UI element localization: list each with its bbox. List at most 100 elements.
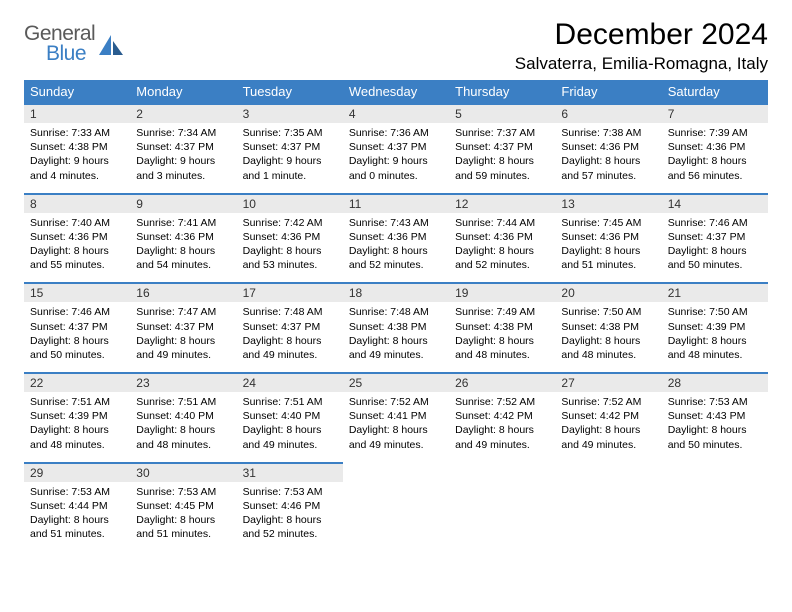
day-number: 23 bbox=[130, 372, 236, 392]
day-details: Sunrise: 7:42 AMSunset: 4:36 PMDaylight:… bbox=[237, 213, 343, 275]
calendar-day-cell: 25Sunrise: 7:52 AMSunset: 4:41 PMDayligh… bbox=[343, 372, 449, 454]
sunrise-line: Sunrise: 7:50 AM bbox=[668, 305, 762, 319]
day-details: Sunrise: 7:48 AMSunset: 4:37 PMDaylight:… bbox=[237, 302, 343, 364]
sunrise-line: Sunrise: 7:48 AM bbox=[349, 305, 443, 319]
sunset-line: Sunset: 4:37 PM bbox=[243, 320, 337, 334]
calendar-week-row: 15Sunrise: 7:46 AMSunset: 4:37 PMDayligh… bbox=[24, 282, 768, 364]
calendar-day-cell: .. bbox=[343, 462, 449, 544]
day-details: Sunrise: 7:49 AMSunset: 4:38 PMDaylight:… bbox=[449, 302, 555, 364]
day-details: Sunrise: 7:38 AMSunset: 4:36 PMDaylight:… bbox=[555, 123, 661, 185]
day-details: Sunrise: 7:52 AMSunset: 4:41 PMDaylight:… bbox=[343, 392, 449, 454]
daylight-line: Daylight: 8 hours and 51 minutes. bbox=[136, 513, 230, 541]
daylight-line: Daylight: 8 hours and 51 minutes. bbox=[561, 244, 655, 272]
calendar-day-cell: 2Sunrise: 7:34 AMSunset: 4:37 PMDaylight… bbox=[130, 103, 236, 185]
calendar-day-cell: 30Sunrise: 7:53 AMSunset: 4:45 PMDayligh… bbox=[130, 462, 236, 544]
calendar-day-cell: 1Sunrise: 7:33 AMSunset: 4:38 PMDaylight… bbox=[24, 103, 130, 185]
calendar-day-cell: 21Sunrise: 7:50 AMSunset: 4:39 PMDayligh… bbox=[662, 282, 768, 364]
day-number: 2 bbox=[130, 103, 236, 123]
weekday-header: Friday bbox=[555, 80, 661, 103]
day-number: 18 bbox=[343, 282, 449, 302]
sunrise-line: Sunrise: 7:52 AM bbox=[561, 395, 655, 409]
sunrise-line: Sunrise: 7:42 AM bbox=[243, 216, 337, 230]
sunrise-line: Sunrise: 7:53 AM bbox=[668, 395, 762, 409]
sunset-line: Sunset: 4:38 PM bbox=[349, 320, 443, 334]
calendar-day-cell: 8Sunrise: 7:40 AMSunset: 4:36 PMDaylight… bbox=[24, 193, 130, 275]
sunrise-line: Sunrise: 7:53 AM bbox=[30, 485, 124, 499]
sunrise-line: Sunrise: 7:52 AM bbox=[455, 395, 549, 409]
daylight-line: Daylight: 8 hours and 52 minutes. bbox=[455, 244, 549, 272]
sunrise-line: Sunrise: 7:53 AM bbox=[243, 485, 337, 499]
sunset-line: Sunset: 4:38 PM bbox=[455, 320, 549, 334]
weekday-header: Wednesday bbox=[343, 80, 449, 103]
sunset-line: Sunset: 4:37 PM bbox=[136, 320, 230, 334]
calendar-day-cell: 31Sunrise: 7:53 AMSunset: 4:46 PMDayligh… bbox=[237, 462, 343, 544]
weekday-header: Sunday bbox=[24, 80, 130, 103]
daylight-line: Daylight: 8 hours and 48 minutes. bbox=[668, 334, 762, 362]
daylight-line: Daylight: 8 hours and 51 minutes. bbox=[30, 513, 124, 541]
logo-word-1: General bbox=[24, 24, 95, 44]
calendar-day-cell: .. bbox=[555, 462, 661, 544]
sunrise-line: Sunrise: 7:49 AM bbox=[455, 305, 549, 319]
sunrise-line: Sunrise: 7:38 AM bbox=[561, 126, 655, 140]
sunset-line: Sunset: 4:46 PM bbox=[243, 499, 337, 513]
day-number: 11 bbox=[343, 193, 449, 213]
daylight-line: Daylight: 8 hours and 56 minutes. bbox=[668, 154, 762, 182]
logo-text: General Blue bbox=[24, 24, 95, 64]
calendar-day-cell: 17Sunrise: 7:48 AMSunset: 4:37 PMDayligh… bbox=[237, 282, 343, 364]
sunrise-line: Sunrise: 7:43 AM bbox=[349, 216, 443, 230]
calendar-day-cell: 13Sunrise: 7:45 AMSunset: 4:36 PMDayligh… bbox=[555, 193, 661, 275]
day-number: 25 bbox=[343, 372, 449, 392]
sunrise-line: Sunrise: 7:41 AM bbox=[136, 216, 230, 230]
day-details: Sunrise: 7:41 AMSunset: 4:36 PMDaylight:… bbox=[130, 213, 236, 275]
daylight-line: Daylight: 9 hours and 4 minutes. bbox=[30, 154, 124, 182]
sunset-line: Sunset: 4:36 PM bbox=[30, 230, 124, 244]
day-details: Sunrise: 7:44 AMSunset: 4:36 PMDaylight:… bbox=[449, 213, 555, 275]
daylight-line: Daylight: 8 hours and 48 minutes. bbox=[30, 423, 124, 451]
calendar-day-cell: 20Sunrise: 7:50 AMSunset: 4:38 PMDayligh… bbox=[555, 282, 661, 364]
sunrise-line: Sunrise: 7:40 AM bbox=[30, 216, 124, 230]
week-gap bbox=[24, 185, 768, 193]
sunrise-line: Sunrise: 7:39 AM bbox=[668, 126, 762, 140]
day-details: Sunrise: 7:40 AMSunset: 4:36 PMDaylight:… bbox=[24, 213, 130, 275]
day-details: Sunrise: 7:43 AMSunset: 4:36 PMDaylight:… bbox=[343, 213, 449, 275]
weekday-header: Tuesday bbox=[237, 80, 343, 103]
calendar-day-cell: 18Sunrise: 7:48 AMSunset: 4:38 PMDayligh… bbox=[343, 282, 449, 364]
day-number: 26 bbox=[449, 372, 555, 392]
calendar-day-cell: 28Sunrise: 7:53 AMSunset: 4:43 PMDayligh… bbox=[662, 372, 768, 454]
day-number: 20 bbox=[555, 282, 661, 302]
day-number: 8 bbox=[24, 193, 130, 213]
page-title: December 2024 bbox=[515, 18, 768, 52]
day-details: Sunrise: 7:52 AMSunset: 4:42 PMDaylight:… bbox=[449, 392, 555, 454]
sunset-line: Sunset: 4:37 PM bbox=[243, 140, 337, 154]
day-number: 22 bbox=[24, 372, 130, 392]
sunset-line: Sunset: 4:36 PM bbox=[243, 230, 337, 244]
daylight-line: Daylight: 8 hours and 48 minutes. bbox=[455, 334, 549, 362]
sunset-line: Sunset: 4:39 PM bbox=[30, 409, 124, 423]
day-details: Sunrise: 7:53 AMSunset: 4:44 PMDaylight:… bbox=[24, 482, 130, 544]
logo: General Blue bbox=[24, 24, 125, 64]
daylight-line: Daylight: 9 hours and 1 minute. bbox=[243, 154, 337, 182]
day-details: Sunrise: 7:37 AMSunset: 4:37 PMDaylight:… bbox=[449, 123, 555, 185]
sunset-line: Sunset: 4:42 PM bbox=[561, 409, 655, 423]
calendar-day-cell: 19Sunrise: 7:49 AMSunset: 4:38 PMDayligh… bbox=[449, 282, 555, 364]
day-details: Sunrise: 7:53 AMSunset: 4:45 PMDaylight:… bbox=[130, 482, 236, 544]
calendar-day-cell: 14Sunrise: 7:46 AMSunset: 4:37 PMDayligh… bbox=[662, 193, 768, 275]
sunset-line: Sunset: 4:36 PM bbox=[349, 230, 443, 244]
daylight-line: Daylight: 8 hours and 49 minutes. bbox=[455, 423, 549, 451]
day-number: 10 bbox=[237, 193, 343, 213]
calendar-day-cell: 6Sunrise: 7:38 AMSunset: 4:36 PMDaylight… bbox=[555, 103, 661, 185]
day-details: Sunrise: 7:46 AMSunset: 4:37 PMDaylight:… bbox=[24, 302, 130, 364]
sunset-line: Sunset: 4:45 PM bbox=[136, 499, 230, 513]
weekday-header-row: Sunday Monday Tuesday Wednesday Thursday… bbox=[24, 80, 768, 103]
day-details: Sunrise: 7:35 AMSunset: 4:37 PMDaylight:… bbox=[237, 123, 343, 185]
sunset-line: Sunset: 4:41 PM bbox=[349, 409, 443, 423]
daylight-line: Daylight: 8 hours and 48 minutes. bbox=[561, 334, 655, 362]
day-number: 30 bbox=[130, 462, 236, 482]
sunrise-line: Sunrise: 7:48 AM bbox=[243, 305, 337, 319]
day-number: 27 bbox=[555, 372, 661, 392]
weekday-header: Thursday bbox=[449, 80, 555, 103]
sunrise-line: Sunrise: 7:50 AM bbox=[561, 305, 655, 319]
calendar-day-cell: 22 Sunrise: 7:51 AMSunset: 4:39 PMDayligh… bbox=[24, 372, 130, 454]
sunrise-line: Sunrise: 7:51 AM bbox=[30, 395, 124, 409]
day-number: 4 bbox=[343, 103, 449, 123]
